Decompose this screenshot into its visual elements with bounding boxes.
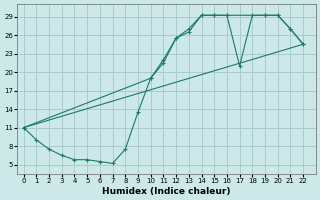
X-axis label: Humidex (Indice chaleur): Humidex (Indice chaleur) [102,187,231,196]
